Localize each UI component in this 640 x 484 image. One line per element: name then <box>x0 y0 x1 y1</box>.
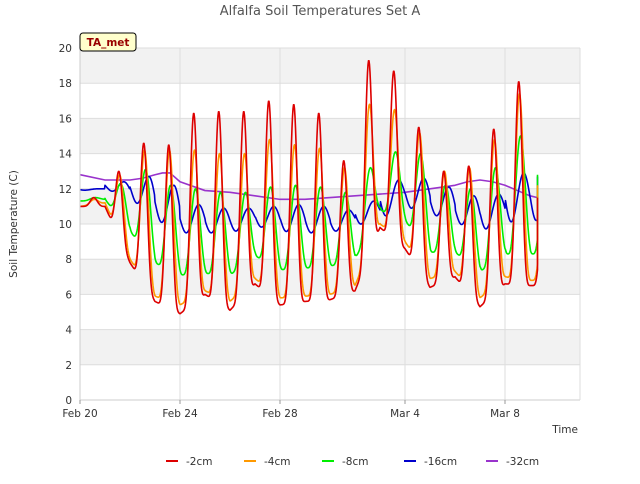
y-tick-label: 4 <box>65 325 72 337</box>
series-line-m16cm <box>79 172 539 234</box>
y-tick-label: 20 <box>59 43 72 55</box>
x-tick-label: Feb 20 <box>62 408 97 420</box>
y-tick-label: 18 <box>59 78 72 90</box>
x-tick-label: Feb 28 <box>262 408 297 420</box>
y-tick-label: 2 <box>65 360 72 372</box>
y-tick-label: 6 <box>65 289 72 301</box>
series-line-m32cm <box>79 172 538 201</box>
y-tick-label: 12 <box>59 184 72 196</box>
x-tick-label: Mar 8 <box>490 408 520 420</box>
y-tick-label: 8 <box>65 254 72 266</box>
x-axis-label: Time <box>551 424 578 436</box>
y-tick-label: 10 <box>59 219 72 231</box>
legend-label: -2cm <box>186 456 212 468</box>
y-tick-label: 0 <box>65 395 72 407</box>
annotation-label: TA_met <box>87 37 130 49</box>
legend-label: -8cm <box>342 456 368 468</box>
series-line-m2cm <box>79 60 539 315</box>
x-tick-label: Feb 24 <box>162 408 198 420</box>
legend: -2cm -4cm -8cm -16cm -32cm <box>166 456 539 468</box>
background-band <box>80 118 580 154</box>
background-band <box>80 48 580 84</box>
x-tick-label: Mar 4 <box>390 408 420 420</box>
ta-met-annotation: TA_met <box>79 32 137 52</box>
legend-label: -32cm <box>506 456 539 468</box>
annotation-box <box>79 32 137 52</box>
legend-label: -4cm <box>264 456 290 468</box>
legend-label: -16cm <box>424 456 457 468</box>
background-band <box>80 329 580 365</box>
series-line-m8cm <box>79 135 539 276</box>
y-tick-label: 16 <box>59 113 73 125</box>
y-axis-label: Soil Temperature (C) <box>8 170 20 278</box>
chart-title: Alfalfa Soil Temperatures Set A <box>220 4 421 19</box>
y-tick-label: 14 <box>59 149 73 161</box>
